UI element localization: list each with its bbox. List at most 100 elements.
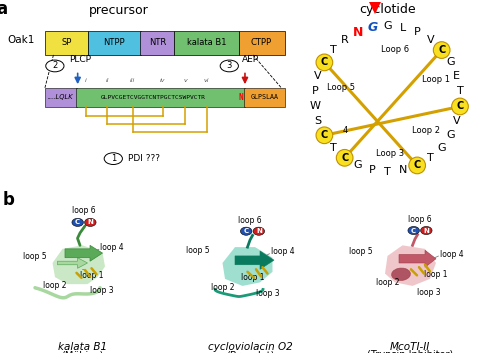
Polygon shape (65, 245, 102, 261)
Text: C: C (320, 58, 328, 67)
Circle shape (316, 127, 332, 144)
Text: Loop 6: Loop 6 (381, 45, 409, 54)
Text: N: N (256, 228, 262, 234)
Text: N: N (238, 92, 244, 102)
Text: N: N (398, 165, 407, 175)
Text: loop 1: loop 1 (424, 270, 448, 279)
Polygon shape (399, 250, 436, 267)
Circle shape (253, 227, 264, 235)
Text: (Trypsin Inhibitor): (Trypsin Inhibitor) (367, 350, 453, 353)
Text: kalata B1: kalata B1 (58, 342, 107, 352)
Text: NTR: NTR (149, 38, 166, 48)
Text: C: C (244, 228, 248, 234)
Text: ....LQLK: ....LQLK (48, 94, 74, 100)
Text: kalata B1: kalata B1 (186, 38, 226, 48)
Text: precursor: precursor (89, 4, 149, 17)
Text: loop 3: loop 3 (256, 289, 280, 298)
Text: v: v (183, 78, 187, 83)
Circle shape (434, 42, 450, 58)
Text: 4: 4 (343, 126, 348, 136)
Text: R: R (341, 35, 348, 45)
Text: loop 2: loop 2 (376, 278, 400, 287)
Text: loop 4: loop 4 (100, 243, 124, 252)
FancyBboxPatch shape (238, 31, 284, 55)
Text: iv: iv (160, 78, 166, 83)
Text: loop 3: loop 3 (417, 288, 441, 297)
Text: T: T (330, 143, 336, 152)
Text: cycloviolacin O2: cycloviolacin O2 (208, 342, 292, 352)
FancyBboxPatch shape (44, 88, 76, 107)
Text: loop 6: loop 6 (238, 216, 262, 225)
Polygon shape (222, 247, 272, 286)
Text: SP: SP (62, 38, 72, 48)
Text: 3: 3 (226, 61, 232, 71)
Text: (Bracelet): (Bracelet) (226, 350, 274, 353)
Text: G: G (438, 143, 446, 152)
Text: C: C (414, 160, 421, 170)
Text: G: G (367, 21, 378, 34)
Text: C: C (411, 228, 416, 233)
Ellipse shape (392, 268, 410, 281)
Text: loop 6: loop 6 (72, 207, 96, 215)
Text: C: C (456, 101, 464, 112)
Text: loop 5: loop 5 (23, 252, 46, 261)
Text: L: L (400, 23, 406, 32)
Circle shape (240, 227, 252, 235)
Text: GLPVCGETCVGGTCNTPGCTCSWPVCTR: GLPVCGETCVGGTCNTPGCTCSWPVCTR (100, 95, 206, 100)
Text: NTPP: NTPP (104, 38, 125, 48)
Text: G: G (446, 130, 455, 140)
Text: T: T (456, 86, 464, 96)
Circle shape (72, 218, 84, 227)
Text: C: C (438, 45, 446, 55)
Text: 2: 2 (52, 61, 58, 71)
FancyBboxPatch shape (140, 31, 174, 55)
Text: T: T (384, 167, 391, 177)
Circle shape (420, 227, 432, 234)
Polygon shape (235, 251, 274, 269)
Text: N: N (88, 220, 94, 225)
Text: P: P (369, 165, 376, 175)
Text: ii: ii (106, 78, 109, 83)
Text: McoTI-II: McoTI-II (390, 342, 430, 352)
Text: GLPSLAA: GLPSLAA (250, 94, 278, 100)
Text: a: a (0, 0, 8, 18)
Text: vi: vi (204, 78, 210, 83)
Text: b: b (2, 191, 14, 209)
Circle shape (316, 54, 332, 71)
FancyBboxPatch shape (88, 31, 141, 55)
Text: 1: 1 (110, 154, 116, 163)
Polygon shape (385, 245, 436, 286)
Text: AEP: AEP (242, 55, 259, 64)
FancyBboxPatch shape (44, 31, 88, 55)
Text: PDI ???: PDI ??? (128, 154, 160, 163)
Text: i: i (85, 78, 87, 83)
FancyBboxPatch shape (174, 31, 239, 55)
Circle shape (104, 153, 122, 164)
Text: PLCP: PLCP (69, 55, 91, 64)
Polygon shape (52, 245, 105, 284)
Polygon shape (58, 258, 88, 268)
Text: cyclotide: cyclotide (359, 3, 416, 16)
Text: T: T (330, 45, 336, 55)
Circle shape (408, 227, 420, 234)
Text: CTPP: CTPP (251, 38, 272, 48)
Text: V: V (453, 116, 460, 126)
Text: G: G (446, 58, 455, 67)
Text: C: C (341, 153, 348, 163)
Text: V: V (314, 71, 322, 81)
Text: loop 2: loop 2 (44, 281, 67, 291)
Text: loop 3: loop 3 (90, 286, 114, 295)
Text: loop 6: loop 6 (408, 215, 432, 224)
Text: Oak1: Oak1 (8, 35, 35, 45)
Circle shape (452, 98, 468, 115)
Text: loop 1: loop 1 (80, 271, 104, 280)
FancyBboxPatch shape (244, 88, 284, 107)
Text: S: S (314, 116, 322, 126)
Text: Loop 5: Loop 5 (327, 83, 355, 92)
Text: loop 1: loop 1 (241, 273, 264, 282)
Text: Loop 3: Loop 3 (376, 149, 404, 158)
Text: loop 5: loop 5 (349, 247, 372, 256)
Text: loop 4: loop 4 (440, 250, 464, 259)
Circle shape (46, 60, 64, 72)
Circle shape (336, 149, 353, 166)
